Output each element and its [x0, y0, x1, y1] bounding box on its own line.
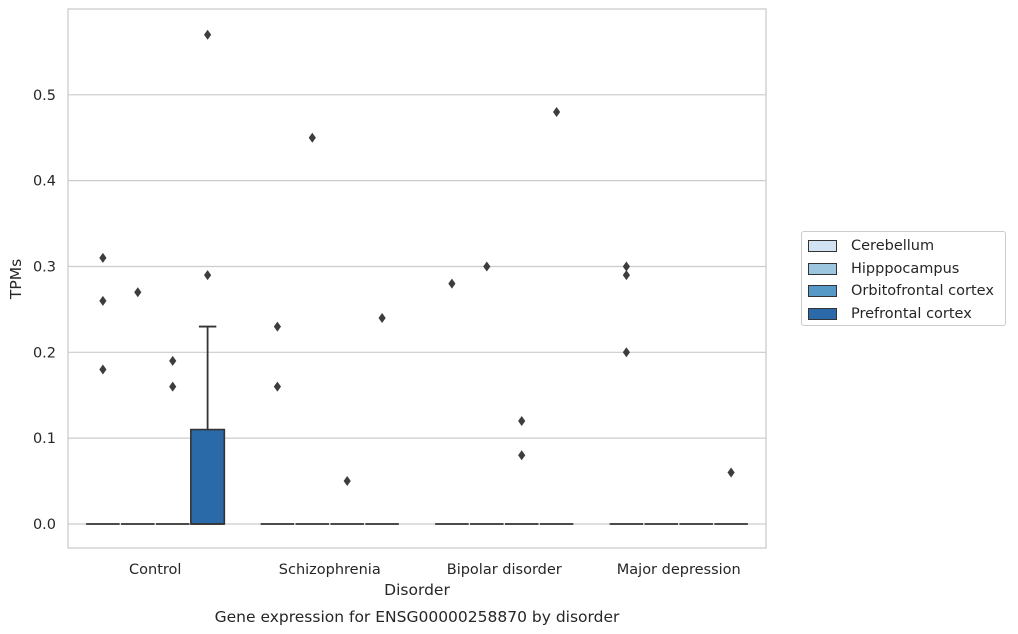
outlier-point [483, 261, 491, 272]
y-axis-label: TPMs [7, 259, 25, 300]
outlier-point [448, 278, 456, 289]
outlier-point [169, 355, 177, 366]
box [190, 428, 226, 525]
outlier-point [204, 29, 212, 40]
y-tick-label: 0.0 [33, 517, 56, 533]
outlier-point [99, 295, 107, 306]
legend-item: Orbitofrontal cortex [808, 280, 1005, 303]
outlier-point [518, 450, 526, 461]
outlier-point [99, 252, 107, 263]
plot-area [67, 8, 767, 549]
x-axis-label: Disorder [384, 581, 450, 599]
y-tick-label: 0.3 [33, 259, 56, 275]
y-tick-label: 0.1 [33, 431, 56, 447]
y-tick-label: 0.2 [33, 345, 56, 361]
outlier-point [518, 415, 526, 426]
legend-swatch [808, 307, 837, 320]
legend: Cerebellum Hipppocampus Orbitofrontal cort… [801, 231, 1006, 326]
x-tick-label: Bipolar disorder [447, 562, 562, 578]
legend-swatch [808, 285, 837, 298]
y-tick-labels: 0.0 0.1 0.2 0.3 0.4 0.5 [33, 88, 56, 533]
chart-caption: Gene expression for ENSG00000258870 by d… [215, 608, 620, 626]
outlier-point [622, 270, 630, 281]
x-tick-labels: Control Schizophrenia Bipolar disorder Majo… [129, 562, 741, 578]
legend-item: Hipppocampus [808, 258, 1005, 281]
x-tick-label: Major depression [617, 562, 741, 578]
boxes [86, 325, 748, 525]
outlier-point [622, 261, 630, 272]
legend-label: Cerebellum [851, 238, 935, 255]
legend-label: Hipppocampus [851, 260, 960, 277]
legend-swatch [808, 262, 837, 275]
legend-item: Prefrontal cortex [808, 303, 1005, 326]
outlier-point [273, 381, 281, 392]
outlier-point [378, 312, 386, 323]
outlier-point [308, 132, 316, 143]
legend-label: Prefrontal cortex [851, 305, 972, 322]
legend-item: Cerebellum [808, 235, 1005, 258]
outlier-point [169, 381, 177, 392]
x-tick-label: Schizophrenia [279, 562, 381, 578]
outlier-point [273, 321, 281, 332]
outlier-point [204, 270, 212, 281]
outlier-point [727, 467, 735, 478]
legend-label: Orbitofrontal cortex [851, 283, 994, 300]
outlier-point [553, 106, 561, 117]
outlier-point [99, 364, 107, 375]
outlier-point [343, 476, 351, 487]
x-tick-label: Control [129, 562, 181, 578]
outlier-point [622, 347, 630, 358]
y-tick-label: 0.5 [33, 88, 56, 104]
outliers [99, 29, 735, 487]
outlier-point [134, 287, 142, 298]
box-prefrontal-cortex-0 [190, 325, 226, 525]
legend-swatch [808, 240, 837, 253]
y-tick-label: 0.4 [33, 174, 56, 190]
